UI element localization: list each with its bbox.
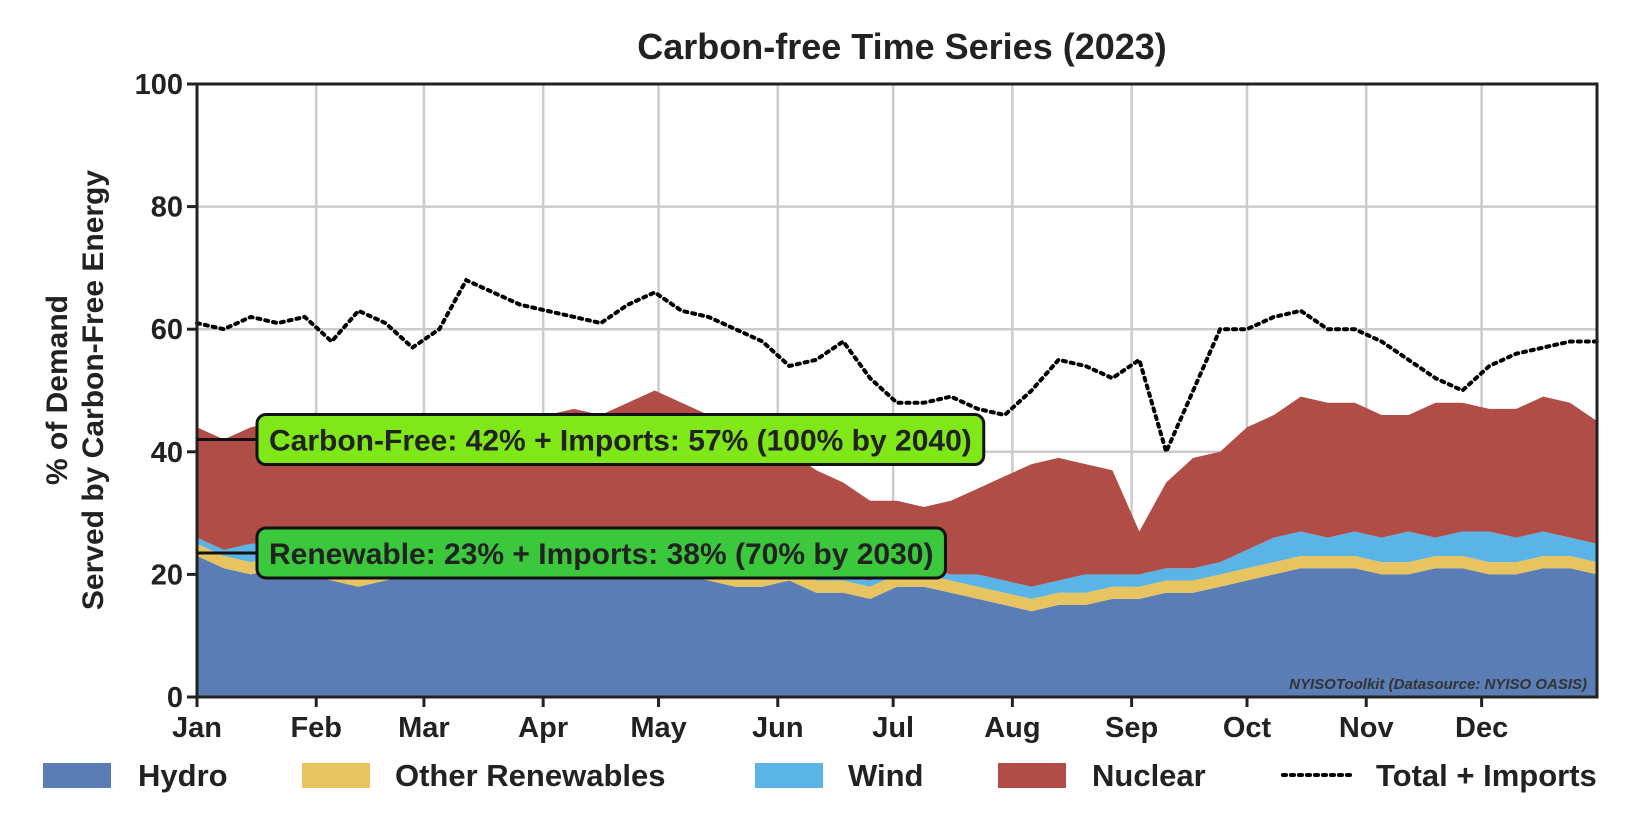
x-tick-label: Aug xyxy=(984,712,1040,744)
legend-swatch xyxy=(755,763,823,788)
x-tick-label: Sep xyxy=(1105,712,1158,744)
x-axis-ticks: Jan Feb Mar Apr May Jun Jul Aug Sep Oct Nov Dec xyxy=(172,697,1508,744)
plot-frame xyxy=(195,82,1599,699)
annotations: Carbon-Free: 42% + Imports: 57% (100% by… xyxy=(197,413,986,580)
legend-swatch xyxy=(43,763,111,788)
legend-swatch xyxy=(998,763,1066,788)
legend-label: Total + Imports xyxy=(1376,758,1597,793)
annotation-text: Renewable: 23% + Imports: 38% (70% by 20… xyxy=(269,538,933,571)
x-tick-label: Apr xyxy=(518,712,568,744)
line-total-imports xyxy=(195,277,1599,458)
y-axis-title-line2: Served by Carbon-Free Energy xyxy=(77,170,110,610)
x-tick-label: Jul xyxy=(872,712,914,744)
y-tick-label: 60 xyxy=(151,314,183,346)
source-note: NYISOToolkit (Datasource: NYISO OASIS) xyxy=(1289,676,1587,693)
y-axis-title-line1: % of Demand xyxy=(41,295,74,485)
annotation-text: Carbon-Free: 42% + Imports: 57% (100% by… xyxy=(269,425,972,458)
chart-title: Carbon-free Time Series (2023) xyxy=(637,26,1167,67)
area-hydro xyxy=(197,556,1597,697)
y-tick-label: 0 xyxy=(167,682,183,714)
annotation-box xyxy=(255,413,986,467)
legend-label: Wind xyxy=(848,758,923,793)
y-tick-label: 100 xyxy=(135,69,183,101)
x-tick-label: Mar xyxy=(398,712,450,744)
y-tick-label: 20 xyxy=(151,559,183,591)
x-tick-label: Feb xyxy=(290,712,342,744)
legend-swatch xyxy=(302,763,370,788)
x-tick-label: Jun xyxy=(752,712,804,744)
y-axis-ticks: 0 20 40 60 80 100 xyxy=(135,69,197,714)
x-tick-label: Nov xyxy=(1339,712,1394,744)
legend: Hydro Other Renewables Wind Nuclear Total + … xyxy=(43,758,1597,793)
legend-label: Other Renewables xyxy=(395,758,665,793)
annotation-box xyxy=(255,526,947,580)
x-tick-label: Dec xyxy=(1455,712,1508,744)
x-tick-label: Oct xyxy=(1223,712,1272,744)
legend-label: Hydro xyxy=(138,758,228,793)
total-line-group xyxy=(195,277,1599,458)
y-tick-label: 40 xyxy=(151,437,183,469)
x-tick-label: Jan xyxy=(172,712,222,744)
x-tick-label: May xyxy=(630,712,686,744)
y-tick-label: 80 xyxy=(151,192,183,224)
legend-label: Nuclear xyxy=(1092,758,1206,793)
